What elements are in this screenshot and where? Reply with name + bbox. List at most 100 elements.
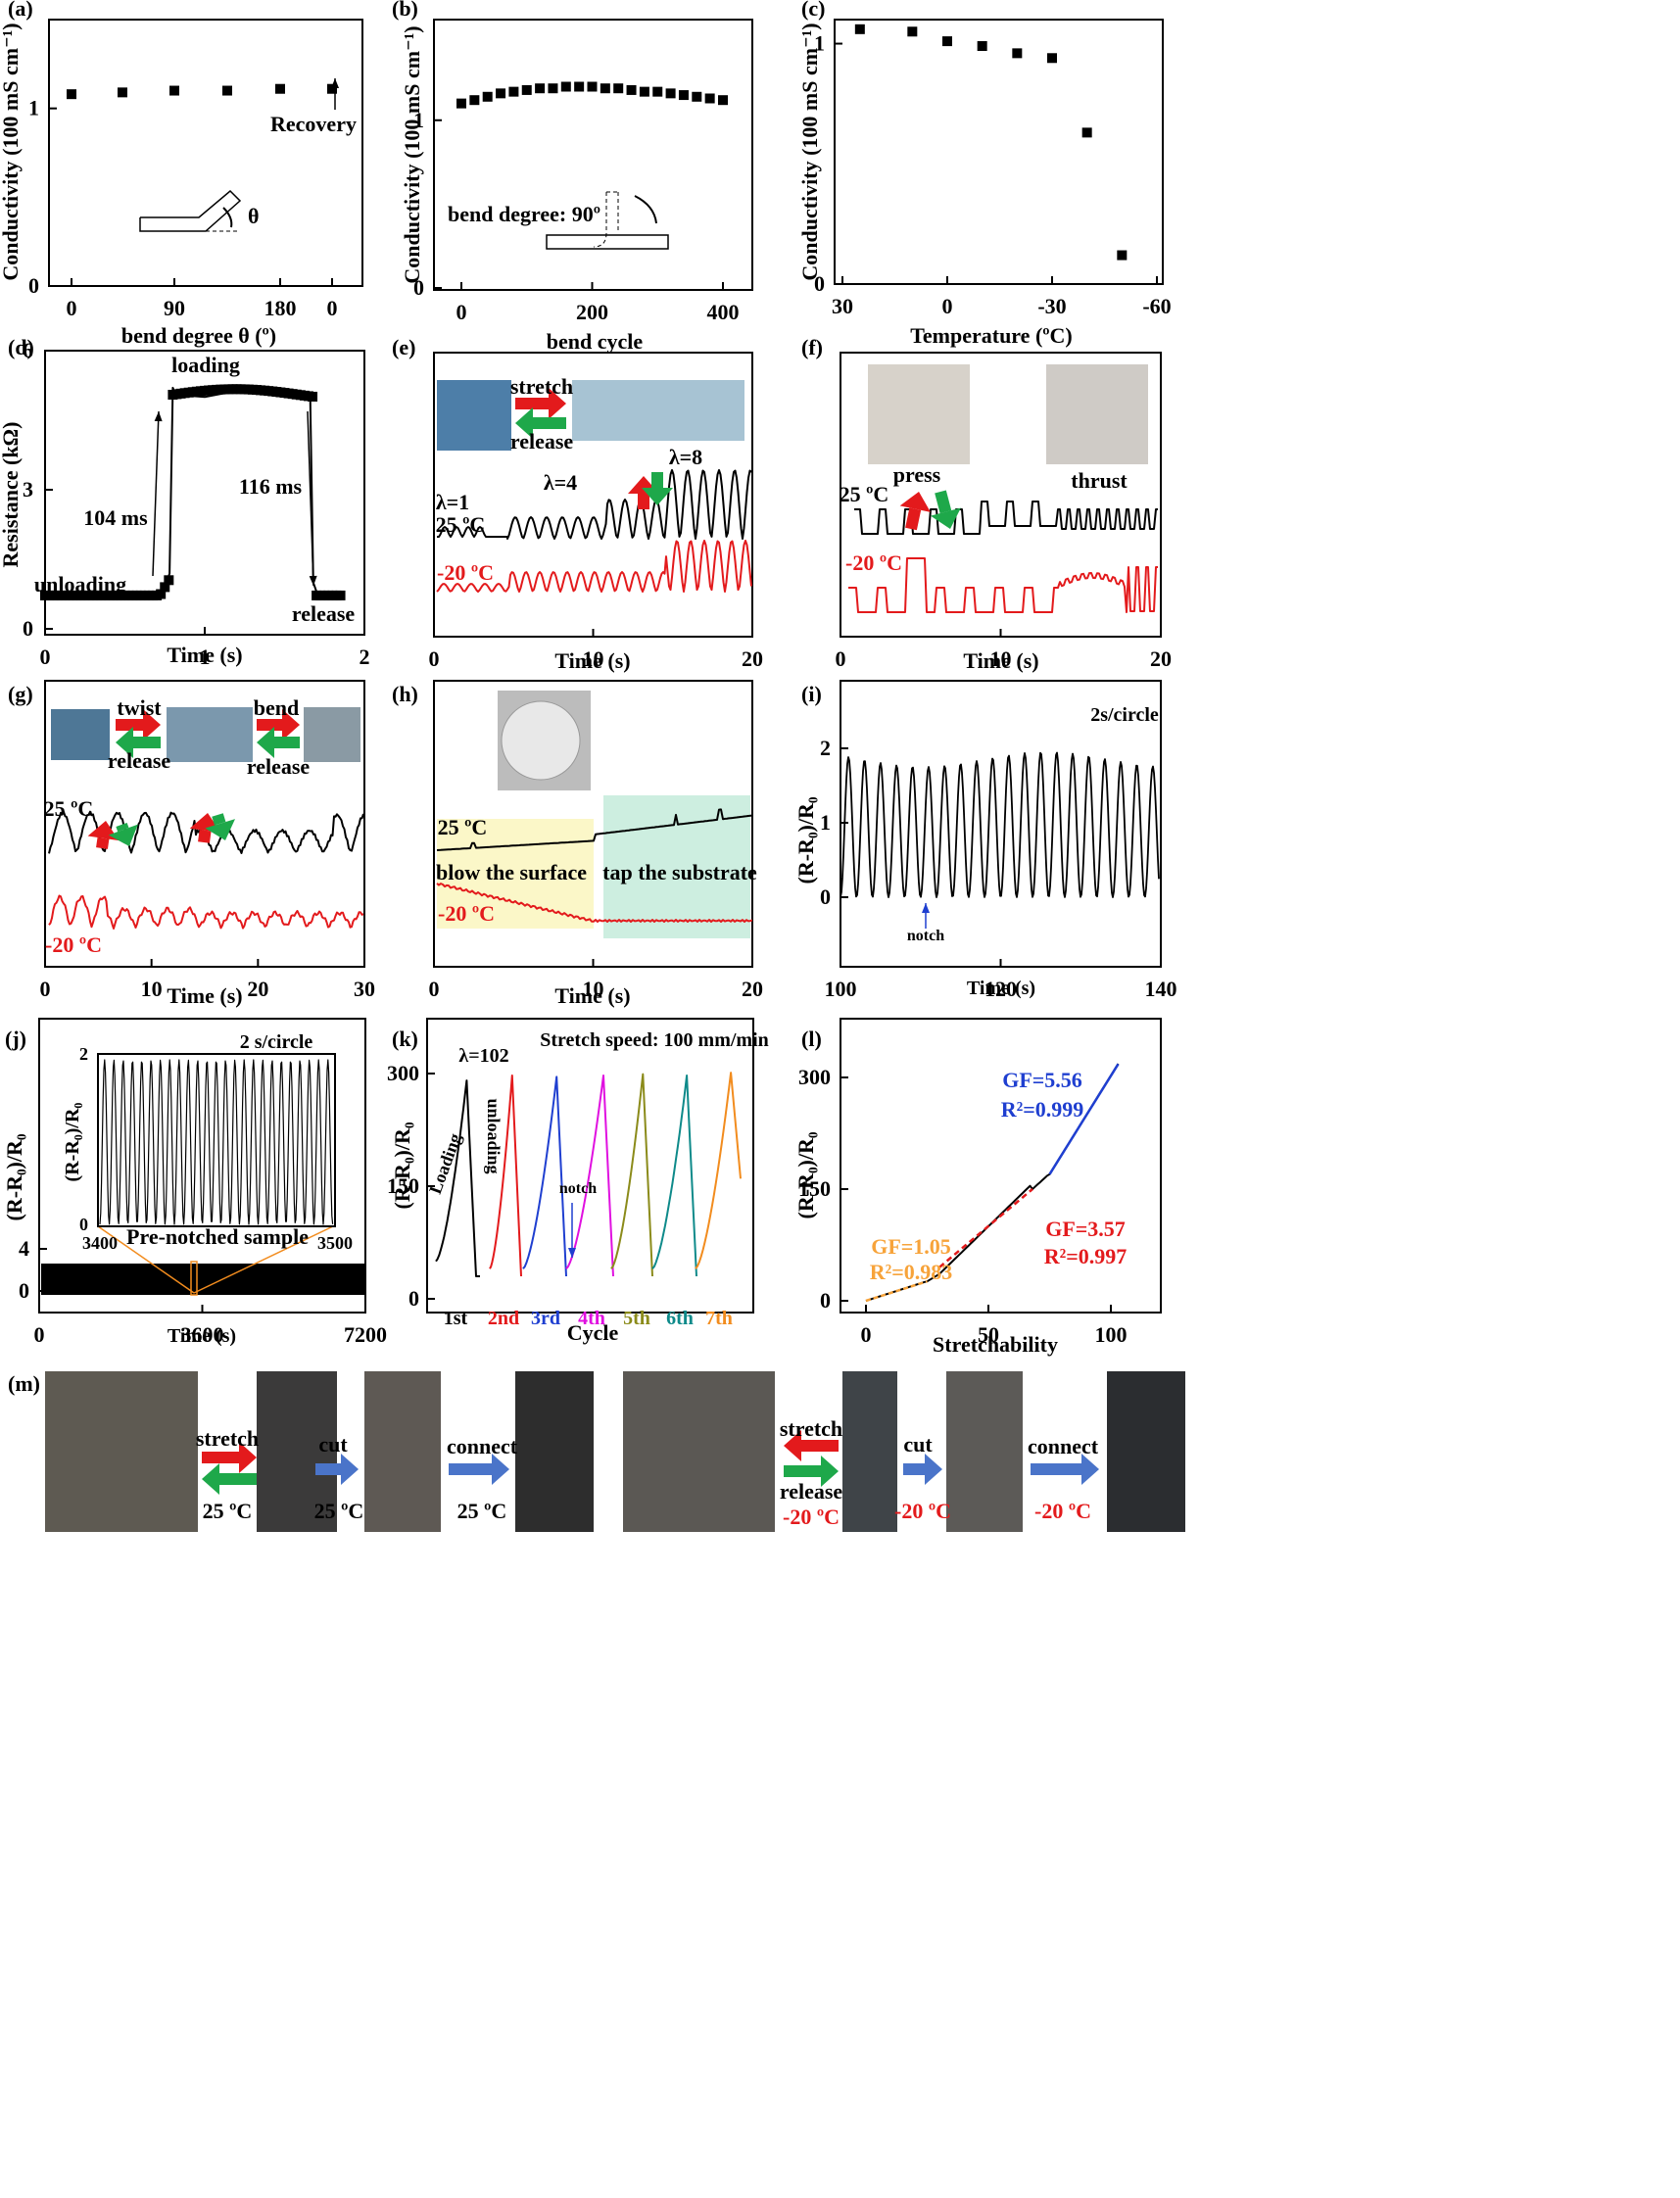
panel-e-label: (e)	[392, 335, 415, 359]
arrow-tip	[922, 903, 930, 913]
photo-bg	[257, 1371, 337, 1532]
panel-l-frame	[840, 1018, 1162, 1314]
panel-k-unloading: unloading	[484, 1098, 504, 1173]
panel-i-notch-arrow	[922, 903, 930, 929]
panel-j-inset-ytick-0: 0	[79, 1215, 88, 1234]
panel-j-ylabel: (R-R₀)/R₀	[2, 1133, 26, 1220]
panel-j-inset-trace	[99, 1059, 334, 1225]
panel-b-point	[692, 91, 702, 102]
panel-g-xlabel: Time (s)	[167, 983, 242, 1008]
panel-j-zoom-line-1	[97, 1225, 195, 1294]
panel-i-rate: 2s/circle	[1090, 704, 1159, 726]
panel-c-x-tick-label: 0	[942, 294, 953, 318]
panel-h-x-tick-label: 10	[583, 977, 604, 1001]
panel-h-tm20: -20 ºC	[438, 901, 495, 926]
panel-a-point	[222, 85, 232, 96]
panel-j-inset	[97, 1053, 336, 1227]
panel-e-l8: λ=8	[669, 445, 702, 469]
panel-k-y-tick-label: 0	[408, 1286, 419, 1311]
panel-j-xlabel: Time (s)	[168, 1325, 236, 1347]
panel-d-xlabel: Time (s)	[167, 643, 242, 667]
panel-c-point	[1081, 127, 1092, 138]
panel-h-x-tick-label: 20	[742, 977, 763, 1001]
panel-k-cycle-6	[651, 1075, 697, 1277]
panel-c-point	[942, 36, 952, 47]
panel-e-stretch-arrow	[515, 388, 566, 419]
panel-b-point	[665, 88, 676, 99]
panel-l-ylabel: (R-R₀)/R₀	[793, 1131, 818, 1218]
panel-a-x-tick-label: 0	[327, 296, 338, 320]
panel-b-y-tick-label: 0	[413, 275, 424, 300]
arrow-tip	[154, 411, 163, 422]
panel-l-r2: R²=0.997	[1044, 1244, 1128, 1268]
panel-e-photo-2	[572, 380, 744, 441]
arrow-head	[239, 1442, 257, 1473]
panel-d-x-tick-label: 2	[360, 645, 370, 669]
panel-a-recovery-arrow	[331, 78, 339, 110]
panel-l-gf2: GF=3.57	[1045, 1217, 1126, 1241]
panel-b-label: (b)	[392, 0, 418, 21]
axes-layer	[38, 19, 1164, 1314]
panel-k-cycle-label: 2nd	[488, 1308, 519, 1329]
panel-m-cut-arrow	[315, 1454, 359, 1485]
panel-m-connect-arrow-2	[1031, 1454, 1099, 1485]
panel-m-cut-2: cut	[903, 1432, 933, 1457]
arrow-head	[143, 709, 161, 741]
panel-d-arrow-up	[152, 410, 163, 577]
panel-b-point	[535, 83, 546, 94]
panel-c-x-tick-label: -60	[1142, 294, 1171, 318]
panel-m-photo-8	[1107, 1371, 1185, 1532]
arrow-head	[257, 727, 274, 758]
photo-bg	[437, 380, 511, 451]
panel-e-x-tick-label: 0	[429, 646, 440, 671]
panel-m-photo-4	[515, 1371, 594, 1532]
panel-m-cut: cut	[318, 1432, 348, 1457]
panel-a-point	[169, 85, 179, 96]
panel-h-yellow-box	[437, 819, 594, 929]
panel-g-photo-3	[304, 707, 360, 762]
panel-h-red-trace	[436, 883, 753, 923]
panel-c-point	[1012, 48, 1023, 59]
panel-f-red-trace	[848, 557, 1158, 613]
dash1	[593, 192, 607, 248]
panel-c-point	[907, 26, 918, 37]
panel-m-label: (m)	[8, 1371, 40, 1396]
panel-a-point	[67, 89, 76, 100]
panel-b-point	[613, 83, 624, 94]
panel-b-point	[652, 86, 663, 97]
arrow-shaft	[212, 813, 226, 826]
panel-g-release-arrow-2	[257, 727, 300, 758]
photo-bg	[167, 707, 253, 762]
panel-f-t25: 25 ºC	[840, 482, 889, 506]
arrow-head	[205, 819, 235, 840]
panel-b-point	[718, 95, 728, 106]
panel-f-photo-2	[1046, 364, 1148, 464]
panel-a-recovery-label: Recovery	[270, 112, 357, 136]
arrow-head	[821, 1456, 839, 1487]
panel-g-x-tick-label: 30	[354, 977, 375, 1001]
panel-i-y-tick-label: 1	[820, 810, 831, 835]
panel-f-tm20: -20 ºC	[845, 550, 902, 575]
panel-g-x-tick-label: 20	[247, 977, 268, 1001]
panel-g-release-arrow-1	[116, 727, 161, 758]
bend-strip	[139, 189, 242, 232]
panel-b-point	[587, 81, 598, 92]
panel-d-t2: 116 ms	[239, 474, 303, 499]
panel-m-release-2: release	[780, 1479, 843, 1504]
panel-d-y-tick-label: 0	[23, 616, 33, 641]
panel-m-temp-5: -20 ºC	[894, 1499, 951, 1523]
photo-bg	[572, 380, 744, 441]
panel-h-black-trace	[436, 808, 753, 851]
panel-a-x-tick-label: 0	[67, 296, 77, 320]
panel-a-point	[275, 83, 285, 94]
panel-b-point	[574, 81, 585, 92]
panel-g-down-arrow-1	[108, 822, 138, 846]
panel-m-temp-2: 25 ºC	[314, 1499, 364, 1523]
panel-j-inset-ytick-2: 2	[79, 1044, 88, 1064]
panel-f-up-arrow	[899, 492, 931, 531]
panel-e-xlabel: Time (s)	[554, 648, 630, 673]
panel-f-thrust: thrust	[1071, 468, 1128, 493]
panel-d-x-tick-label: 0	[40, 645, 51, 669]
panel-m-stretch-2: stretch	[780, 1416, 842, 1441]
